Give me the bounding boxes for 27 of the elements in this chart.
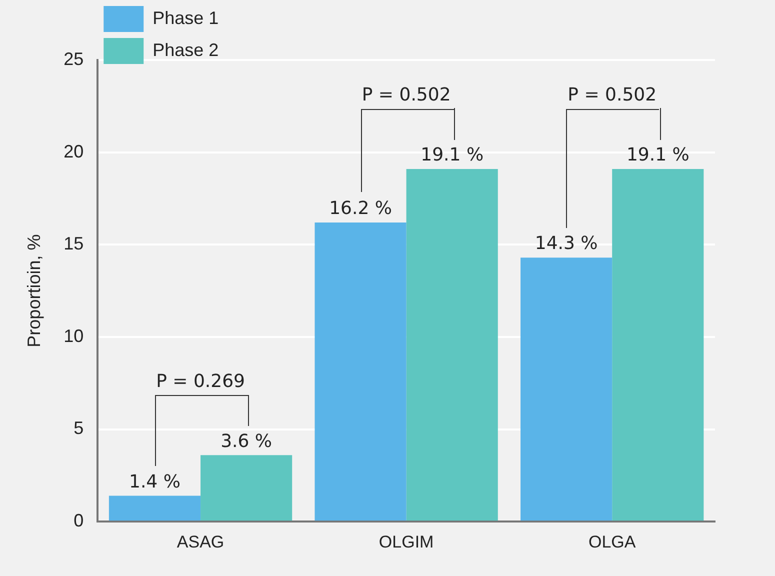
annotation: P = 0.269 [156,370,245,392]
bar [406,168,498,521]
x-tick-label: OLGIM [378,532,434,552]
annotation: P = 0.502 [362,84,451,106]
y-axis-title: Proportioin, % [24,234,44,348]
y-tick-label: 20 [64,141,84,162]
data-label: 1.4 % [129,471,180,492]
x-tick-label: ASAG [176,532,224,552]
x-tick-label: OLGA [588,532,636,552]
bar [200,455,292,521]
data-label: 3.6 % [220,430,272,452]
y-tick-label: 0 [74,510,84,531]
bar [314,222,406,521]
y-tick-label: 10 [64,326,84,346]
bar [108,496,201,521]
annotation: P = 0.502 [568,84,657,106]
data-label: 19.1 % [626,144,690,166]
y-tick-label: 15 [64,234,84,254]
bar [520,258,612,521]
y-tick-label: 25 [64,48,84,69]
data-label: 19.1 % [420,144,484,166]
data-label: 16.2 % [329,198,392,220]
legend-label: Phase 2 [152,40,219,60]
bar [612,168,704,521]
data-label: 14.3 % [534,233,598,254]
legend-label: Phase 1 [152,8,219,28]
y-tick-label: 5 [74,418,84,438]
